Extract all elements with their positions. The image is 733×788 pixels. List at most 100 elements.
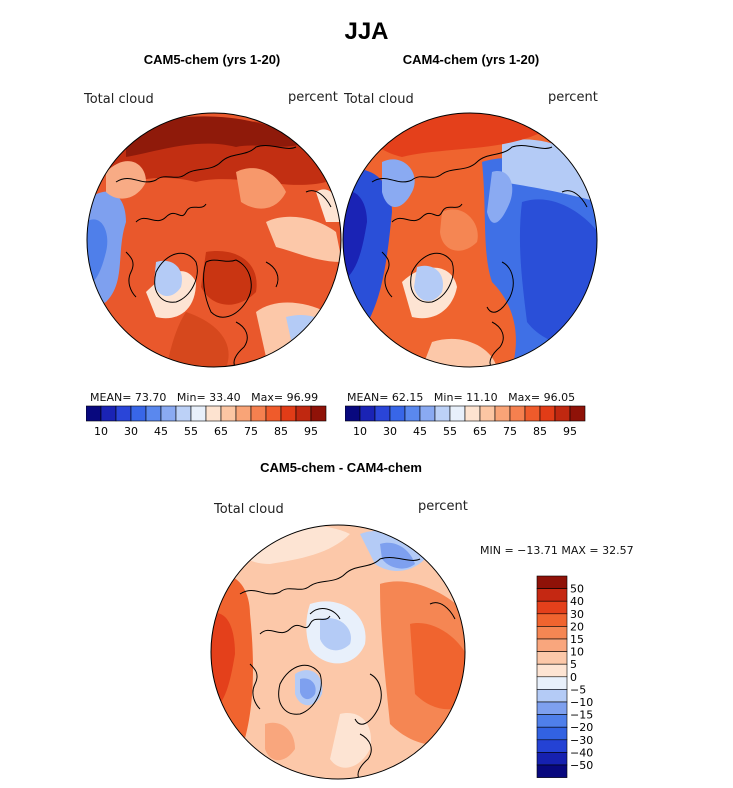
colorbar-swatch — [295, 405, 312, 422]
polar-map-difference — [210, 524, 466, 780]
colorbar-swatch — [145, 405, 162, 422]
colorbar-tick-label: 10 — [570, 646, 584, 659]
colorbar-swatch — [536, 714, 568, 728]
colorbar-tick-label: 95 — [563, 425, 577, 438]
colorbar-swatch — [175, 405, 192, 422]
min-value: 33.40 — [209, 391, 241, 404]
colorbar-tick-label: 0 — [570, 671, 577, 684]
units-label-cam5: percent — [288, 90, 338, 105]
colorbar-cam4: 10 30 45 55 65 75 85 95 — [345, 405, 586, 438]
colorbar-swatch — [536, 575, 568, 589]
max-label: Max= — [251, 391, 284, 404]
colorbar-tick-label: −15 — [570, 709, 593, 722]
colorbar-tick-label: 45 — [413, 425, 427, 438]
colorbar-tick-label: 10 — [353, 425, 367, 438]
colorbar-swatch — [536, 613, 568, 627]
colorbar-swatch — [536, 689, 568, 703]
colorbar-tick-label: −5 — [570, 683, 586, 696]
polar-map-cam5 — [86, 112, 342, 368]
colorbar-swatch — [359, 405, 376, 422]
colorbar-swatch — [220, 405, 237, 422]
colorbar-tick-label: 75 — [503, 425, 517, 438]
field-label-cam5: Total cloud — [84, 92, 154, 107]
colorbar-swatch — [524, 405, 541, 422]
colorbar-tick-label: 30 — [570, 608, 584, 621]
colorbar-swatch — [100, 405, 117, 422]
colorbar-swatch — [536, 651, 568, 665]
mean-label: MEAN= — [90, 391, 132, 404]
colorbar-tick-label: −20 — [570, 721, 593, 734]
max-value: 96.99 — [286, 391, 319, 404]
colorbar-tick-label: 55 — [184, 425, 198, 438]
colorbar-tick-label: 85 — [274, 425, 288, 438]
colorbar-swatch — [536, 726, 568, 741]
colorbar-swatch — [280, 405, 297, 422]
colorbar-swatch — [235, 405, 252, 422]
difference-title: CAM5-chem - CAM4-chem — [260, 460, 422, 475]
colorbar-swatch — [310, 405, 327, 422]
panel-title-cam5: CAM5-chem (yrs 1-20) — [143, 52, 281, 67]
colorbar-swatch — [569, 405, 586, 422]
colorbar-swatch — [539, 405, 556, 422]
page-title: JJA — [344, 18, 389, 45]
mean-label: MEAN= — [347, 391, 389, 404]
colorbar-tick-label: −10 — [570, 696, 593, 709]
units-label-cam4: percent — [548, 90, 598, 105]
colorbar-tick-label: 50 — [570, 583, 584, 596]
colorbar-tick-label: 30 — [383, 425, 397, 438]
colorbar-swatch — [536, 663, 568, 678]
colorbar-tick-label: 20 — [570, 620, 584, 633]
stats-cam5: MEAN= 73.70 Min= 33.40 Max= 96.99 — [90, 391, 318, 404]
colorbar-swatch — [536, 676, 568, 690]
field-label-diff: Total cloud — [214, 502, 284, 517]
colorbar-swatch — [205, 405, 222, 422]
colorbar-swatch — [494, 405, 511, 422]
colorbar-tick-label: 5 — [570, 658, 577, 671]
colorbar-swatch — [190, 405, 207, 422]
colorbar-swatch — [449, 405, 466, 422]
colorbar-tick-label: −40 — [570, 746, 593, 759]
colorbar-swatch — [250, 405, 267, 422]
colorbar-swatch — [536, 600, 568, 615]
mean-value: 62.15 — [391, 391, 424, 404]
colorbar-swatch — [479, 405, 496, 422]
stats-cam4: MEAN= 62.15 Min= 11.10 Max= 96.05 — [347, 391, 575, 404]
colorbar-tick-label: 65 — [473, 425, 487, 438]
colorbar-swatch — [345, 405, 361, 422]
minmax-diff: MIN = −13.71 MAX = 32.57 — [480, 544, 634, 557]
min-label: Min= — [433, 391, 463, 404]
colorbar-tick-label: 95 — [304, 425, 318, 438]
colorbar-tick-label: 10 — [94, 425, 108, 438]
colorbar-swatch — [434, 405, 451, 422]
colorbar-swatch — [419, 405, 436, 422]
max-label: Max= — [508, 391, 541, 404]
colorbar-swatch — [265, 405, 282, 422]
colorbar-swatch — [536, 626, 568, 640]
units-label-diff: percent — [418, 499, 468, 514]
colorbar-swatch — [536, 638, 568, 652]
colorbar-swatch — [86, 405, 102, 422]
colorbar-swatch — [115, 405, 132, 422]
panel-title-cam4: CAM4-chem (yrs 1-20) — [402, 52, 540, 67]
polar-map-cam4 — [342, 112, 598, 368]
colorbar-swatch — [389, 405, 406, 422]
colorbar-swatch — [130, 405, 147, 422]
colorbar-tick-label: −50 — [570, 759, 593, 772]
mean-value: 73.70 — [134, 391, 167, 404]
colorbar-swatch — [536, 739, 568, 753]
colorbar-swatch — [536, 752, 568, 766]
colorbar-swatch — [536, 764, 568, 778]
colorbar-swatch — [554, 405, 571, 422]
colorbar-tick-label: 15 — [570, 633, 584, 646]
colorbar-tick-label: 45 — [154, 425, 168, 438]
colorbar-tick-label: 40 — [570, 595, 584, 608]
colorbar-swatch — [536, 588, 568, 602]
colorbar-tick-label: 55 — [443, 425, 457, 438]
min-value: 11.10 — [466, 391, 498, 404]
colorbar-tick-label: 65 — [214, 425, 228, 438]
field-label-cam4: Total cloud — [344, 92, 414, 107]
min-label: Min= — [176, 391, 206, 404]
colorbar-tick-label: 30 — [124, 425, 138, 438]
colorbar-swatch — [374, 405, 391, 422]
